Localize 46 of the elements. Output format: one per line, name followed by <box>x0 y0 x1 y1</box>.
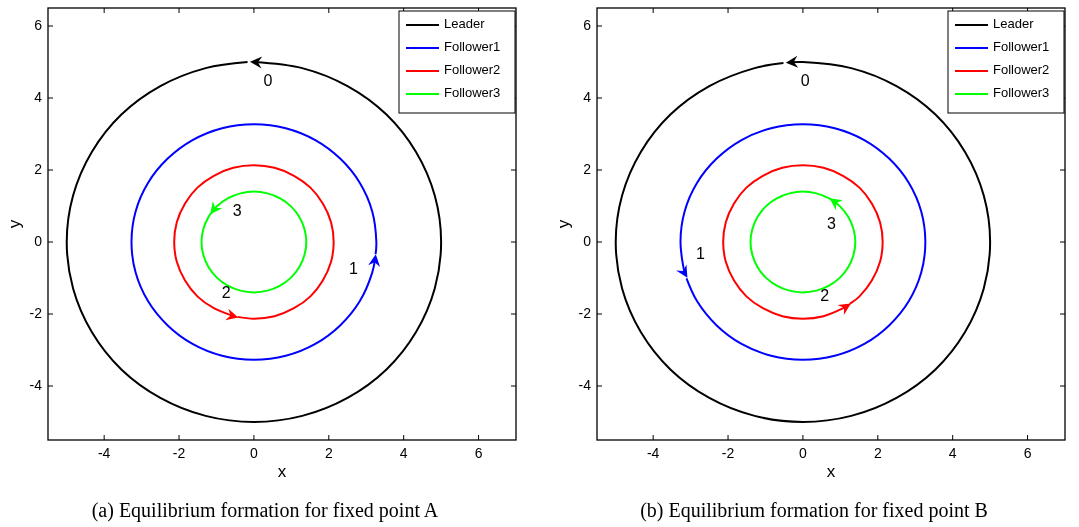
y-axis-title: y <box>5 219 25 229</box>
x-tick-label: -2 <box>172 445 186 461</box>
text: (a) Equilibrium formation for fixed point A <box>91 499 439 522</box>
x-tick-label: -4 <box>646 445 660 461</box>
annotation: 1 <box>696 245 706 263</box>
legend-label: Follower3 <box>993 85 1050 101</box>
legend-label: Follower1 <box>444 39 501 55</box>
text: (b) Equilibrium formation for fixed point B <box>640 499 988 522</box>
legend-label: Leader <box>993 16 1035 32</box>
y-tick-label: 4 <box>34 88 43 105</box>
y-tick-label: -4 <box>578 376 592 393</box>
annotation: 3 <box>232 201 242 219</box>
x-tick-label: 4 <box>948 445 957 461</box>
y-tick-label: 6 <box>583 16 592 33</box>
y-tick-label: -4 <box>29 376 43 393</box>
y-tick-label: 4 <box>583 88 592 105</box>
legend-label: Follower2 <box>993 62 1050 78</box>
legend-label: Follower2 <box>444 62 501 78</box>
x-tick-label: 6 <box>474 445 483 461</box>
y-tick-label: 2 <box>583 160 592 177</box>
y-tick-label: 2 <box>34 160 43 177</box>
annotation: 1 <box>349 259 359 277</box>
x-axis-title: x <box>277 462 287 481</box>
y-axis-title: y <box>554 219 574 229</box>
x-tick-label: -2 <box>721 445 735 461</box>
y-tick-label: -2 <box>29 304 43 321</box>
annotation: 2 <box>221 283 231 301</box>
y-tick-label: 6 <box>34 16 43 33</box>
x-tick-label: 4 <box>399 445 408 461</box>
x-tick-label: 0 <box>799 445 808 461</box>
y-tick-label: 0 <box>583 232 592 249</box>
legend-label: Follower1 <box>993 39 1050 55</box>
x-tick-label: 6 <box>1023 445 1032 461</box>
x-tick-label: 0 <box>250 445 259 461</box>
x-tick-label: 2 <box>324 445 333 461</box>
annotation: 0 <box>800 71 810 89</box>
legend-label: Leader <box>444 16 486 32</box>
y-tick-label: -2 <box>578 304 592 321</box>
annotation: 2 <box>820 287 830 305</box>
x-tick-label: -4 <box>97 445 111 461</box>
legend-label: Follower3 <box>444 85 501 101</box>
y-tick-label: 0 <box>34 232 43 249</box>
x-axis-title: x <box>826 462 836 481</box>
x-tick-label: 2 <box>873 445 882 461</box>
annotation: 0 <box>263 72 273 90</box>
annotation: 3 <box>826 215 836 233</box>
